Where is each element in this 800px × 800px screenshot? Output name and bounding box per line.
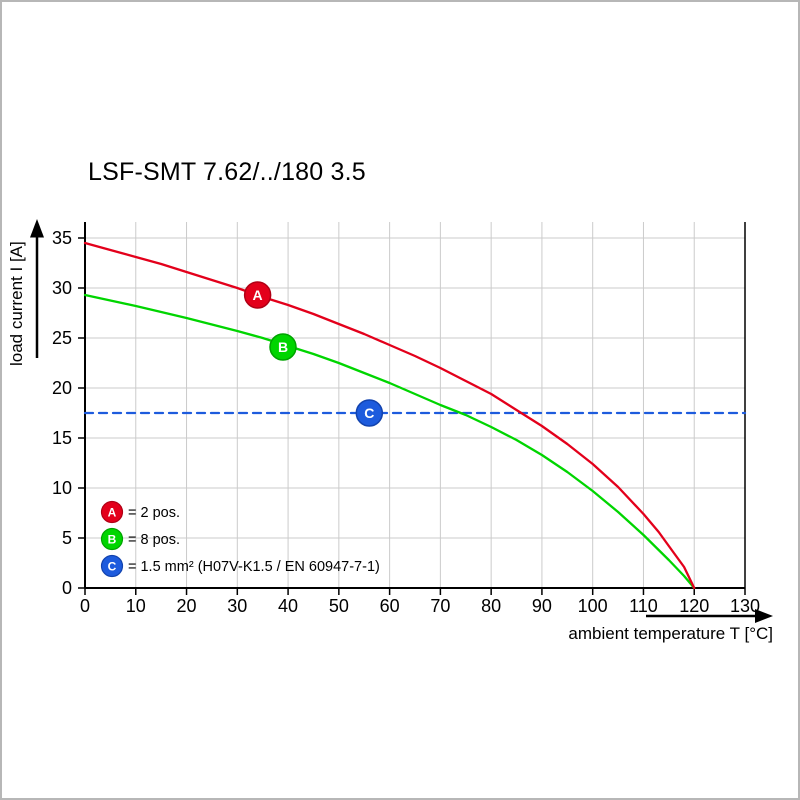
axes: 0 10 20 30 40 50 60 70 80 90 100 110 120 130 0 5 10 15 20 2…	[52, 222, 760, 616]
legend-letter-B: B	[108, 533, 117, 547]
x-tick-label: 100	[578, 596, 608, 616]
y-tick-label: 35	[52, 228, 72, 248]
y-axis-arrow-icon	[30, 219, 44, 358]
x-tick-label: 10	[126, 596, 146, 616]
marker-letter-B: B	[278, 339, 288, 355]
data-series	[83, 241, 747, 590]
x-tick-label: 70	[430, 596, 450, 616]
y-tick-label: 25	[52, 328, 72, 348]
y-tick-label: 10	[52, 478, 72, 498]
chart-title: LSF-SMT 7.62/../180 3.5	[88, 158, 366, 186]
x-tick-label: 30	[227, 596, 247, 616]
x-tick-label: 130	[730, 596, 760, 616]
legend-label-C: = 1.5 mm² (H07V-K1.5 / EN 60947-7-1)	[128, 559, 380, 575]
marker-A	[243, 281, 272, 309]
x-tick-label: 50	[329, 596, 349, 616]
y-tick-label: 20	[52, 378, 72, 398]
legend-label-B: = 8 pos.	[128, 532, 180, 548]
curve-markers: A B C	[243, 281, 384, 427]
y-tick-label: 15	[52, 428, 72, 448]
legend-letter-A: A	[108, 506, 117, 520]
x-tick-label: 20	[177, 596, 197, 616]
x-axis-arrow-icon	[646, 609, 773, 623]
curve-A	[83, 241, 696, 590]
x-tick-label: 110	[629, 596, 658, 616]
x-tick-label: 90	[532, 596, 552, 616]
legend-swatch-B	[100, 527, 124, 551]
grid-lines	[85, 222, 745, 588]
y-tick-label: 0	[62, 578, 72, 598]
legend-swatch-A	[100, 500, 124, 524]
curve-B	[83, 293, 696, 590]
legend-swatch-C	[100, 554, 124, 578]
x-tick-label: 120	[679, 596, 709, 616]
marker-C	[355, 399, 384, 427]
x-tick-label: 40	[278, 596, 298, 616]
x-tick-label: 60	[380, 596, 400, 616]
x-tick-label: 0	[80, 596, 90, 616]
legend-letter-C: C	[108, 560, 117, 574]
x-axis-label: ambient temperature T [°C]	[568, 624, 773, 643]
marker-letter-A: A	[253, 287, 263, 303]
marker-letter-C: C	[364, 405, 374, 421]
y-tick-label: 5	[62, 528, 72, 548]
x-tick-label: 80	[481, 596, 501, 616]
y-tick-label: 30	[52, 278, 72, 298]
marker-B	[269, 333, 297, 361]
legend: A = 2 pos. B = 8 pos. C = 1.5 mm² (H07V-K1.5 …	[100, 500, 380, 578]
legend-label-A: = 2 pos.	[128, 505, 180, 521]
